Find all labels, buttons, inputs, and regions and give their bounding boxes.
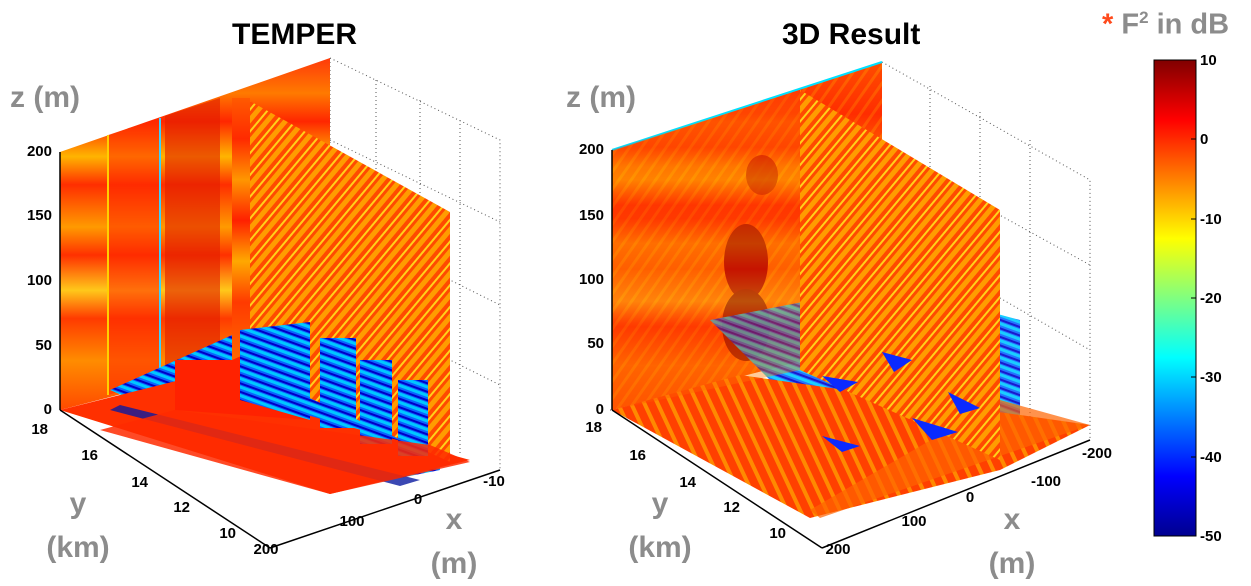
colorbar-tick: 10: [1200, 52, 1217, 69]
wedge-face: [800, 90, 1000, 460]
y-tick: 10: [219, 525, 236, 542]
z-tick: 50: [587, 335, 604, 352]
inner-wall-blue: [240, 322, 310, 420]
colorbar-tick: -30: [1200, 369, 1222, 386]
z-tick: 150: [579, 207, 604, 224]
axis-lines: [59, 152, 501, 549]
colorbar-tick: -50: [1200, 528, 1222, 545]
z-tick: 200: [27, 143, 52, 160]
x-tick: -10: [483, 473, 505, 490]
front-slab: [100, 410, 470, 494]
colorbar-gradient: [1153, 59, 1197, 537]
colorbar-title-sup: 2: [1139, 8, 1149, 27]
x-axis-label-line1: x: [1003, 503, 1021, 536]
wall-column: [108, 118, 160, 395]
chart-title: TEMPER: [232, 18, 358, 51]
z-tick: 50: [35, 337, 52, 354]
z-axis-label: z (m): [10, 81, 80, 114]
panel-3d-result: 3D Result z (m) y (km) x (m): [560, 0, 1120, 580]
z-tick: 0: [44, 401, 52, 418]
axis-lines: [611, 150, 1091, 549]
x-tick: 100: [339, 513, 364, 530]
x-ticks: 200 100 0 -10: [253, 473, 504, 558]
blue-slice: [320, 338, 356, 428]
blue-pyramid: [822, 436, 860, 452]
x-tick: 200: [825, 541, 850, 558]
asterisk: *: [1102, 8, 1114, 41]
x-ticks: 200 100 0 -100 -200: [825, 445, 1112, 558]
z-tick: 100: [579, 271, 604, 288]
y-axis-label-line2: (km): [46, 531, 110, 564]
floor-tail: [810, 400, 1090, 518]
y-tick: 18: [585, 419, 602, 436]
z-axis-label: z (m): [566, 81, 636, 114]
y-tick: 16: [81, 447, 98, 464]
y-tick: 10: [769, 525, 786, 542]
x-tick: -200: [1082, 445, 1112, 462]
z-ticks: 200 150 100 50 0: [27, 143, 52, 418]
y-tick: 16: [629, 447, 646, 464]
wedge-front: [232, 98, 250, 370]
y-tick: 14: [131, 474, 148, 491]
colorbar-tick: -40: [1200, 449, 1222, 466]
y-axis-label-line1: y: [651, 487, 669, 520]
blue-pyramid: [948, 392, 980, 414]
y-tick: 14: [679, 474, 696, 491]
colorbar-tick: 0: [1200, 131, 1208, 148]
colorbar-title: * F2 in dB: [1102, 8, 1229, 42]
y-tick: 18: [31, 421, 48, 438]
result-plot: 200 150 100 50 0 18 16 14 12 10 200 100 …: [579, 61, 1112, 558]
colorbar-title-prefix: F: [1121, 8, 1140, 41]
z-tick: 0: [596, 401, 604, 418]
y-tick: 12: [173, 499, 190, 516]
blue-pyramid: [822, 376, 858, 392]
z-ticks: 200 150 100 50 0: [579, 141, 604, 418]
blue-pyramid: [912, 418, 958, 440]
x-axis-label-line1: x: [445, 503, 463, 536]
colorbar: 10 0 -10 -20 -30 -40 -50: [1153, 52, 1222, 545]
z-tick: 200: [579, 141, 604, 158]
y-ticks: 18 16 14 12 10: [585, 419, 786, 542]
colorbar-tick: -20: [1200, 290, 1222, 307]
colorbar-ticks: [1191, 59, 1196, 537]
wall-column: [165, 98, 220, 378]
chart-title: 3D Result: [782, 18, 921, 51]
wall-edge: [611, 61, 883, 151]
colorbar-tick: -10: [1200, 211, 1222, 228]
y-axis-label: y (km): [38, 482, 118, 570]
y-ticks: 18 16 14 12 10: [31, 421, 236, 542]
y-axis-label-line1: y: [69, 487, 87, 520]
x-tick: 0: [414, 491, 422, 508]
colorbar-title-suffix: in dB: [1148, 8, 1230, 41]
y-axis-label-line2: (km): [628, 531, 692, 564]
z-tick: 100: [27, 272, 52, 289]
wedge-front: [612, 90, 800, 410]
panel-temper: TEMPER z (m) y (km) x (m): [0, 0, 560, 580]
temper-plot: 200 150 100 50 0 18 16 14 12 10 200 100 …: [27, 57, 505, 558]
y-tick: 12: [723, 499, 740, 516]
x-tick: 200: [253, 541, 278, 558]
blue-slice: [360, 360, 392, 444]
z-tick: 150: [27, 207, 52, 224]
x-tick: 100: [901, 513, 926, 530]
y-axis-label: y (km): [620, 482, 700, 570]
x-tick: -100: [1031, 473, 1061, 490]
x-tick: 0: [966, 489, 974, 506]
blue-pyramid: [882, 352, 912, 372]
